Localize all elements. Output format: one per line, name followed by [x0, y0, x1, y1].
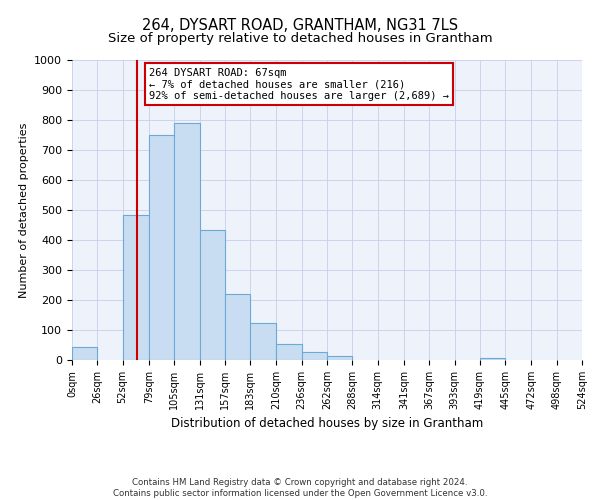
Bar: [225, 294, 250, 360]
Bar: [122, 214, 149, 360]
Text: Size of property relative to detached houses in Grantham: Size of property relative to detached ho…: [107, 32, 493, 45]
X-axis label: Distribution of detached houses by size in Grantham: Distribution of detached houses by size …: [171, 418, 483, 430]
Y-axis label: Number of detached properties: Number of detached properties: [19, 122, 29, 298]
Text: 264, DYSART ROAD, GRANTHAM, NG31 7LS: 264, DYSART ROAD, GRANTHAM, NG31 7LS: [142, 18, 458, 32]
Bar: [277, 344, 302, 360]
Bar: [174, 123, 200, 360]
Bar: [327, 356, 352, 360]
Bar: [149, 135, 174, 360]
Bar: [302, 352, 327, 360]
Text: Contains HM Land Registry data © Crown copyright and database right 2024.
Contai: Contains HM Land Registry data © Crown c…: [113, 478, 487, 498]
Text: 264 DYSART ROAD: 67sqm
← 7% of detached houses are smaller (216)
92% of semi-det: 264 DYSART ROAD: 67sqm ← 7% of detached …: [149, 68, 449, 100]
Bar: [250, 322, 277, 360]
Bar: [199, 230, 225, 360]
Bar: [72, 346, 97, 360]
Bar: [480, 358, 505, 360]
